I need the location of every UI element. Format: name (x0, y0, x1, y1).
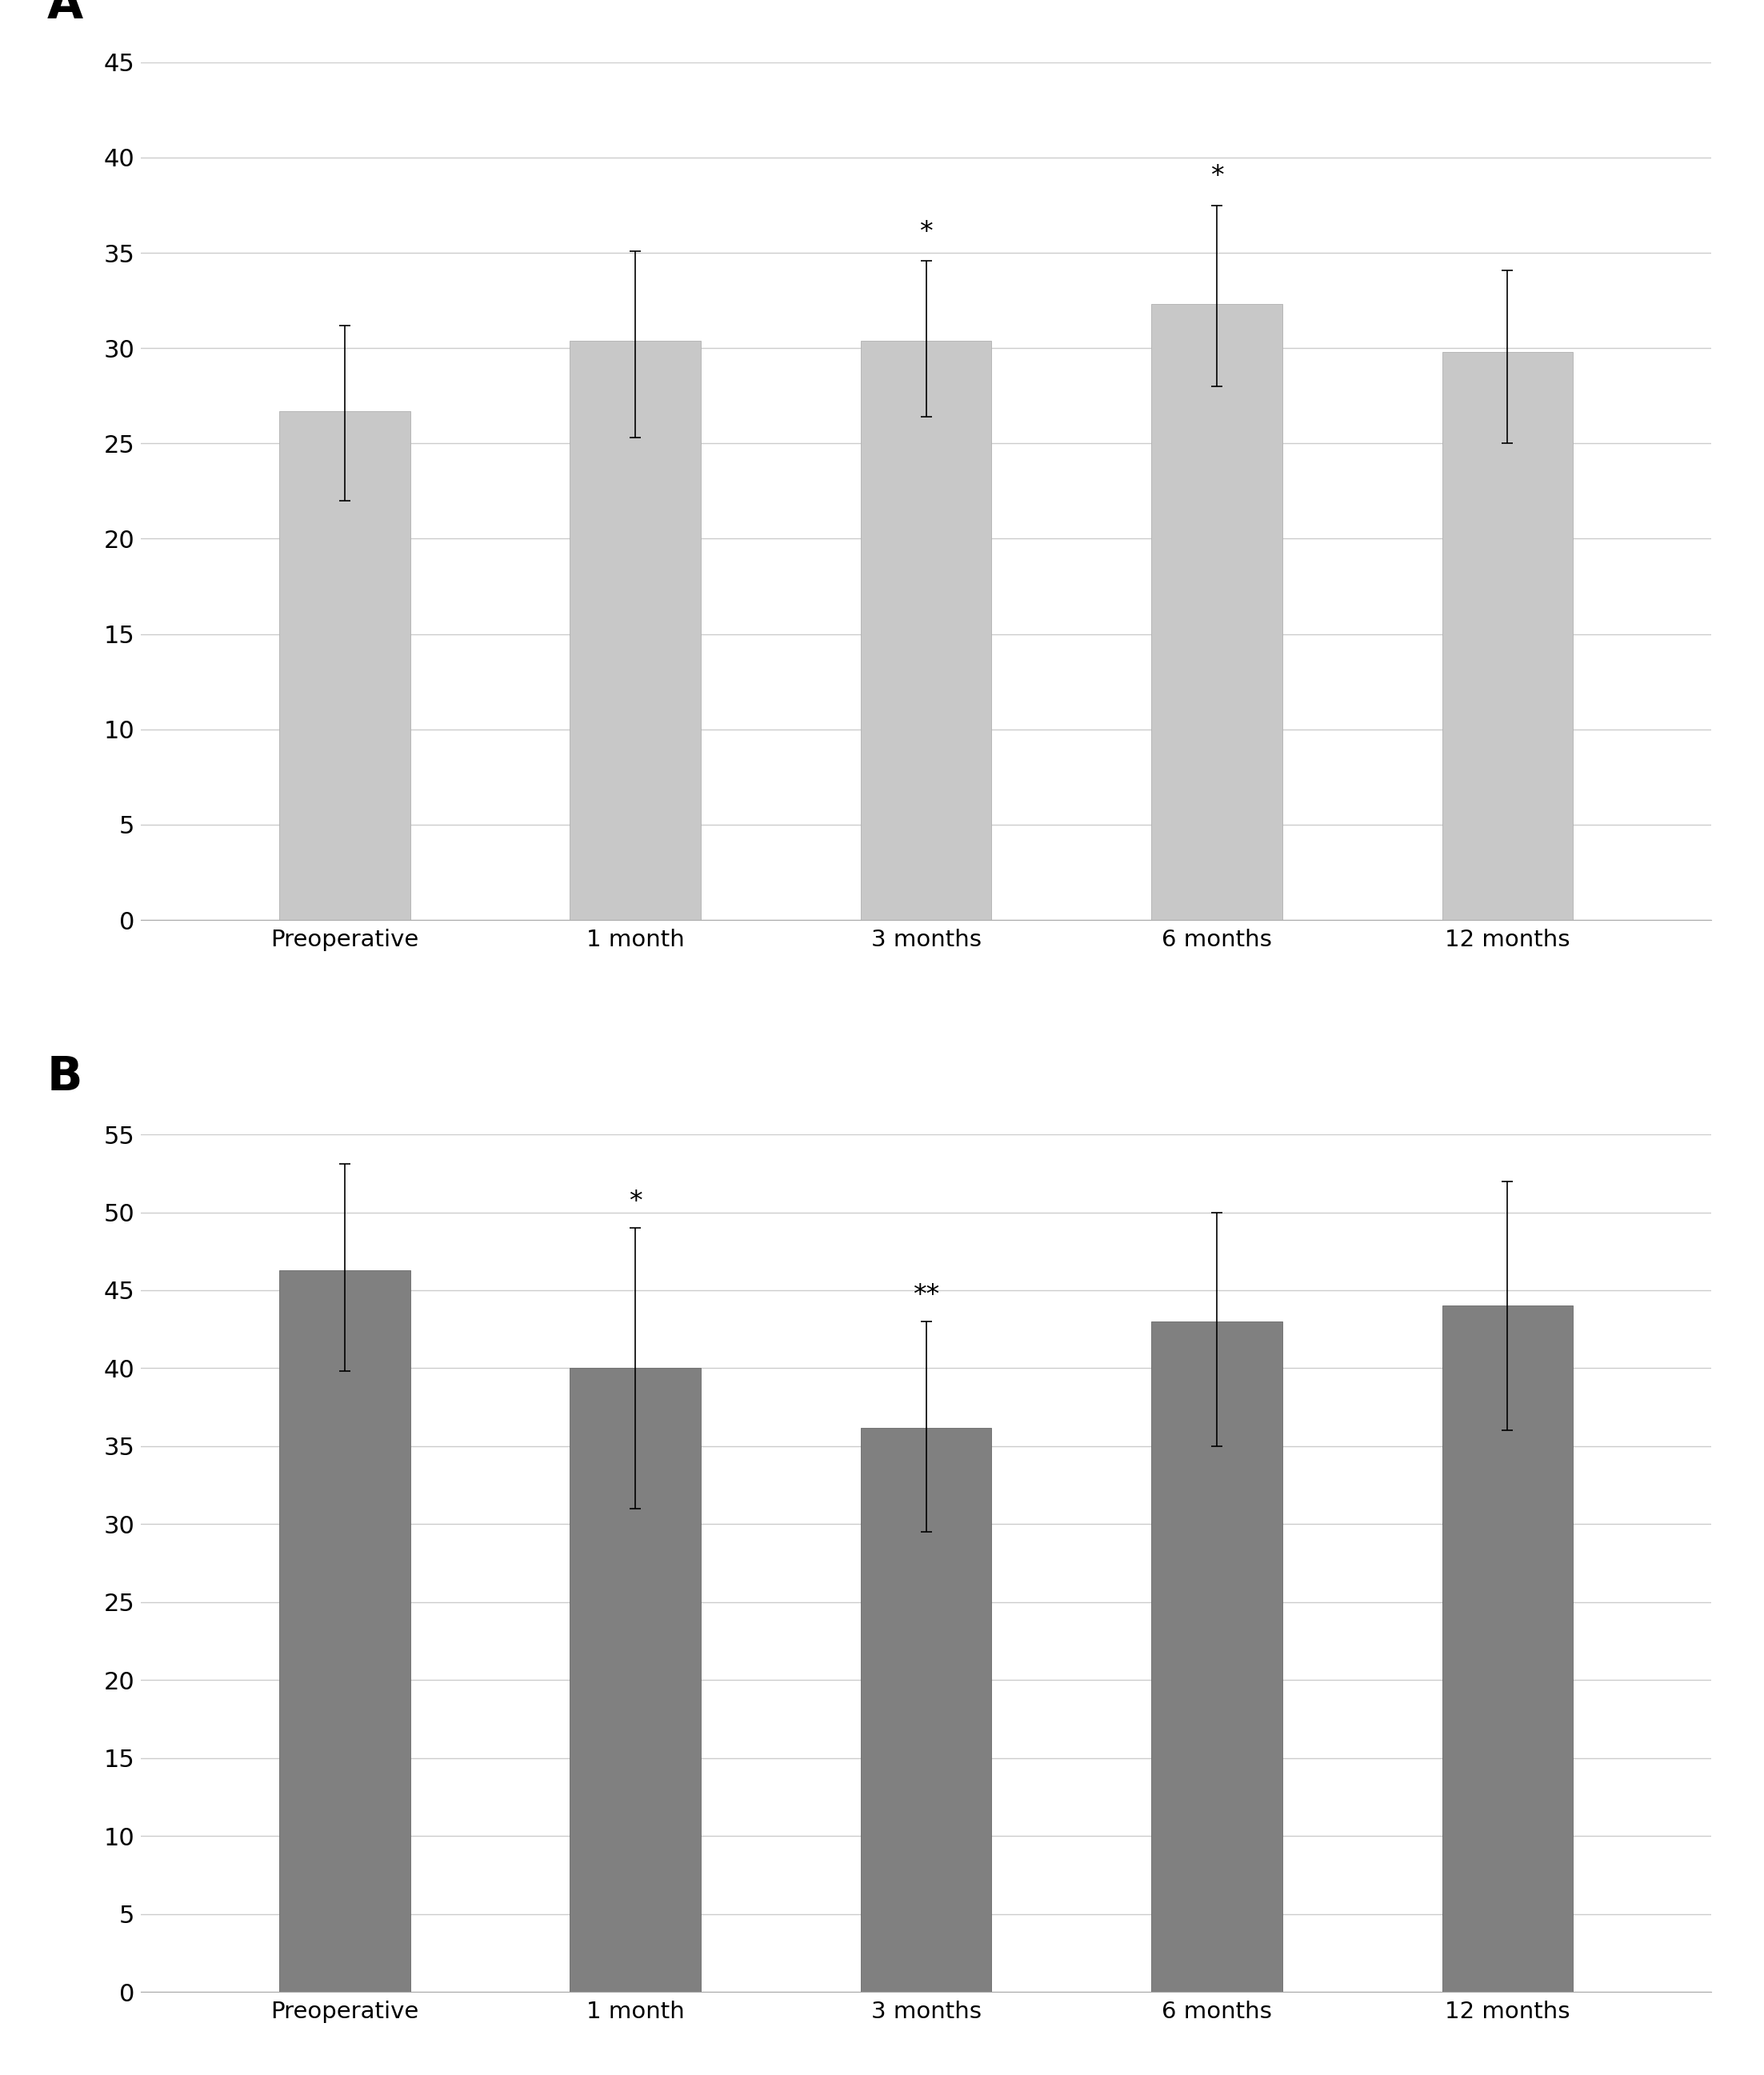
Text: B: B (48, 1054, 83, 1100)
Bar (861, 1428, 991, 1992)
Bar (861, 340, 991, 919)
Bar (1443, 353, 1573, 919)
Bar (279, 411, 409, 919)
Bar (570, 340, 700, 919)
Bar (570, 1367, 700, 1992)
Bar (1152, 305, 1282, 919)
Text: *: * (1210, 164, 1224, 191)
Bar (1443, 1305, 1573, 1992)
Bar (279, 1270, 409, 1992)
Text: *: * (628, 1189, 642, 1216)
Text: *: * (919, 218, 933, 245)
Bar (1152, 1322, 1282, 1992)
Text: A: A (48, 0, 83, 27)
Text: **: ** (912, 1282, 940, 1309)
